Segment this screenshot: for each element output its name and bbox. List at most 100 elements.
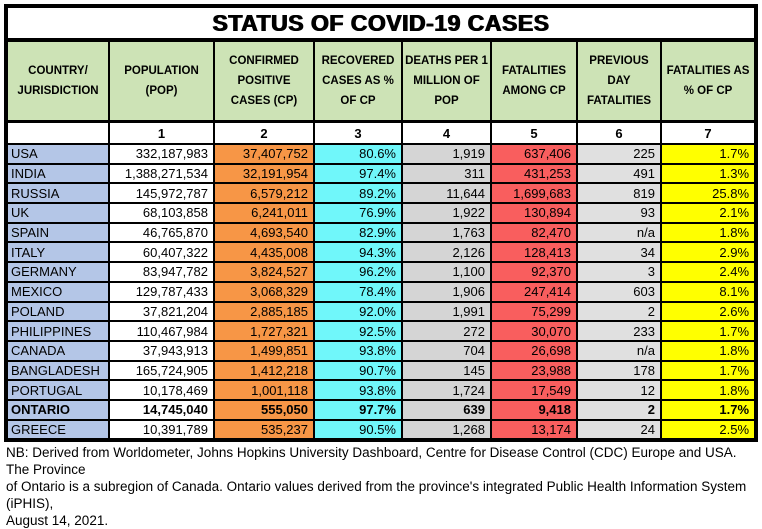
column-number: 5 (490, 120, 578, 145)
cell-fatalities-pct: 1.8% (659, 221, 758, 244)
cell-deaths-per-million: 145 (401, 359, 492, 382)
cell-recovered-pct: 89.2% (313, 182, 403, 205)
cell-previous-day-fatalities: 2 (576, 300, 662, 323)
cell-deaths-per-million: 704 (401, 339, 492, 362)
cell-deaths-per-million: 1,268 (401, 418, 492, 442)
cell-recovered-pct: 97.4% (313, 162, 403, 185)
cell-recovered-pct: 93.8% (313, 379, 403, 401)
column-number-row: 1 2 3 4 5 6 7 (5, 120, 758, 145)
cell-deaths-per-million: 11,644 (401, 182, 492, 205)
cell-fatalities: 82,470 (490, 221, 578, 244)
column-header-previous-day-fatalities: PREVIOUS DAY FATALITIES (576, 39, 662, 123)
cell-previous-day-fatalities: 24 (576, 418, 662, 442)
cell-country: CANADA (5, 339, 110, 362)
cell-fatalities: 1,699,683 (490, 182, 578, 205)
cell-confirmed-positive: 37,407,752 (213, 143, 315, 165)
cell-country: MEXICO (5, 280, 110, 303)
cell-country: ONTARIO (5, 398, 110, 421)
covid-status-table: STATUS OF COVID-19 CASES COUNTRY/ JURISD… (4, 4, 759, 443)
cell-country: PORTUGAL (5, 379, 110, 401)
cell-fatalities: 637,406 (490, 143, 578, 165)
cell-fatalities-pct: 1.7% (659, 320, 758, 342)
cell-recovered-pct: 94.3% (313, 241, 403, 264)
cell-fatalities-pct: 2.1% (659, 202, 758, 224)
cell-confirmed-positive: 1,001,118 (213, 379, 315, 401)
cell-country: POLAND (5, 300, 110, 323)
table-row: ITALY 60,407,322 4,435,008 94.3% 2,126 128,41… (5, 241, 758, 264)
cell-fatalities-pct: 1.7% (659, 359, 758, 382)
table-row: POLAND 37,821,204 2,885,185 92.0% 1,991 75,29… (5, 300, 758, 323)
cell-deaths-per-million: 1,763 (401, 221, 492, 244)
cell-country: GERMANY (5, 261, 110, 283)
table-row: ONTARIO 14,745,040 555,050 97.7% 639 9,418 2 1.… (5, 398, 758, 421)
cell-population: 165,724,905 (108, 359, 215, 382)
column-number: 1 (108, 120, 215, 145)
cell-confirmed-positive: 2,885,185 (213, 300, 315, 323)
table-row: BANGLADESH 165,724,905 1,412,218 90.7% 145 23… (5, 359, 758, 382)
table-row: CANADA 37,943,913 1,499,851 93.8% 704 26,698 n… (5, 339, 758, 362)
source-note-line: NB: Derived from Worldometer, Johns Hopk… (6, 445, 737, 478)
cell-deaths-per-million: 639 (401, 398, 492, 421)
source-note-line: of Ontario is a subregion of Canada. Ont… (6, 479, 747, 512)
cell-fatalities-pct: 1.3% (659, 162, 758, 185)
table-row: PORTUGAL 10,178,469 1,001,118 93.8% 1,724 17,… (5, 379, 758, 401)
cell-confirmed-positive: 555,050 (213, 398, 315, 421)
cell-population: 10,391,789 (108, 418, 215, 442)
cell-fatalities-pct: 2.9% (659, 241, 758, 264)
cell-fatalities-pct: 1.8% (659, 339, 758, 362)
cell-country: ITALY (5, 241, 110, 264)
source-note-line: August 14, 2021. (6, 513, 109, 529)
cell-fatalities-pct: 1.8% (659, 379, 758, 401)
cell-fatalities: 13,174 (490, 418, 578, 442)
cell-fatalities-pct: 2.4% (659, 261, 758, 283)
column-header-country: COUNTRY/ JURISDICTION (5, 39, 110, 123)
cell-population: 83,947,782 (108, 261, 215, 283)
cell-fatalities: 75,299 (490, 300, 578, 323)
table-row: PHILIPPINES 110,467,984 1,727,321 92.5% 272 3… (5, 320, 758, 342)
cell-previous-day-fatalities: 225 (576, 143, 662, 165)
cell-recovered-pct: 82.9% (313, 221, 403, 244)
cell-confirmed-positive: 4,435,008 (213, 241, 315, 264)
cell-population: 60,407,322 (108, 241, 215, 264)
cell-confirmed-positive: 4,693,540 (213, 221, 315, 244)
column-header-confirmed-positive: CONFIRMED POSITIVE CASES (CP) (213, 39, 315, 123)
table-row: RUSSIA 145,972,787 6,579,212 89.2% 11,644 1,6… (5, 182, 758, 205)
cell-fatalities-pct: 1.7% (659, 143, 758, 165)
cell-fatalities-pct: 8.1% (659, 280, 758, 303)
table-row: UK 68,103,858 6,241,011 76.9% 1,922 130,894 93… (5, 202, 758, 224)
cell-previous-day-fatalities: n/a (576, 339, 662, 362)
cell-previous-day-fatalities: 233 (576, 320, 662, 342)
cell-previous-day-fatalities: 93 (576, 202, 662, 224)
cell-deaths-per-million: 1,100 (401, 261, 492, 283)
cell-previous-day-fatalities: 491 (576, 162, 662, 185)
cell-population: 46,765,870 (108, 221, 215, 244)
cell-fatalities: 128,413 (490, 241, 578, 264)
table-row: USA 332,187,983 37,407,752 80.6% 1,919 637,40… (5, 143, 758, 165)
cell-fatalities: 23,988 (490, 359, 578, 382)
cell-confirmed-positive: 6,241,011 (213, 202, 315, 224)
page-title: STATUS OF COVID-19 CASES (4, 5, 758, 42)
cell-deaths-per-million: 2,126 (401, 241, 492, 264)
cell-fatalities: 9,418 (490, 398, 578, 421)
column-header-deaths-per-million: DEATHS PER 1 MILLION OF POP (401, 39, 492, 123)
cell-fatalities: 247,414 (490, 280, 578, 303)
cell-confirmed-positive: 1,412,218 (213, 359, 315, 382)
cell-population: 37,821,204 (108, 300, 215, 323)
cell-confirmed-positive: 32,191,954 (213, 162, 315, 185)
cell-fatalities-pct: 2.6% (659, 300, 758, 323)
cell-previous-day-fatalities: n/a (576, 221, 662, 244)
cell-deaths-per-million: 1,922 (401, 202, 492, 224)
cell-recovered-pct: 76.9% (313, 202, 403, 224)
cell-deaths-per-million: 1,919 (401, 143, 492, 165)
cell-fatalities-pct: 2.5% (659, 418, 758, 442)
cell-population: 332,187,983 (108, 143, 215, 165)
cell-country: INDIA (5, 162, 110, 185)
cell-fatalities-pct: 25.8% (659, 182, 758, 205)
column-number: 3 (313, 120, 403, 145)
column-number: 7 (659, 120, 758, 145)
title-row: STATUS OF COVID-19 CASES (4, 5, 758, 42)
cell-population: 37,943,913 (108, 339, 215, 362)
cell-country: BANGLADESH (5, 359, 110, 382)
cell-confirmed-positive: 1,499,851 (213, 339, 315, 362)
